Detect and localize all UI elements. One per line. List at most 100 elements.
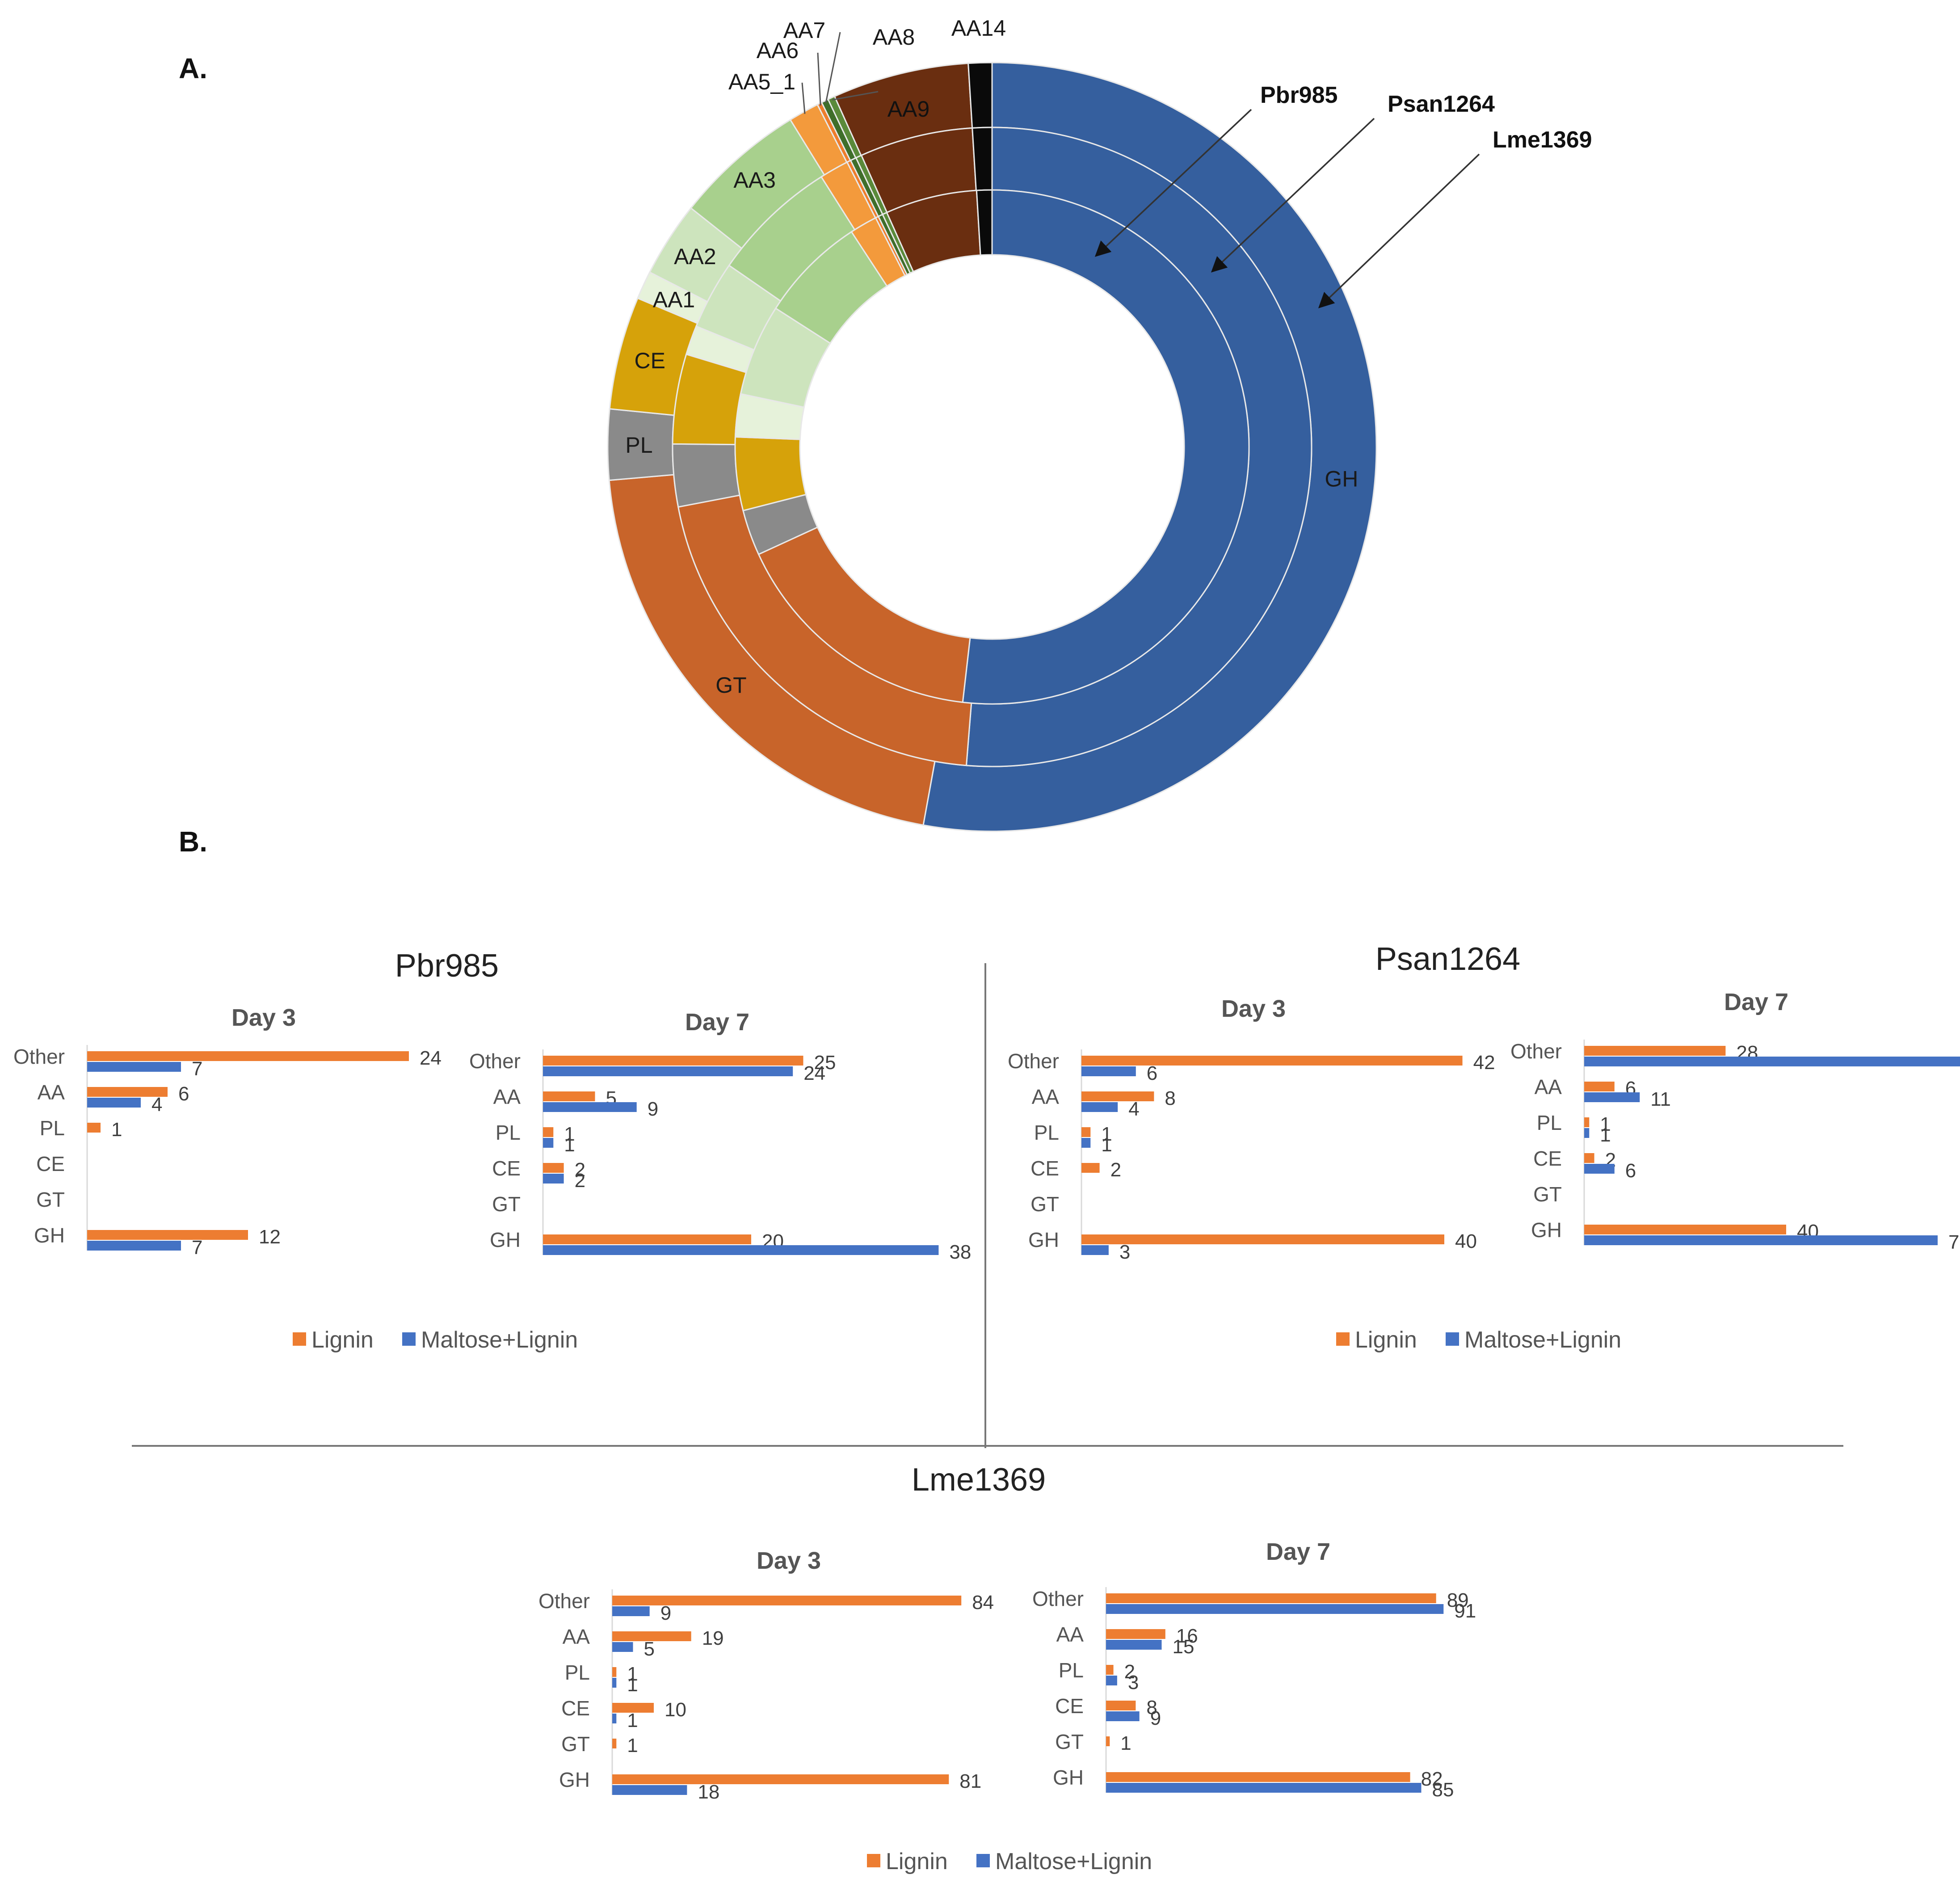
org-title-lme1369: Lme1369: [912, 1462, 1046, 1498]
value-label-lme1369-day-7-ce-lignin: 8: [1146, 1697, 1157, 1719]
bar-pbr985-day-7-aa-maltose-lignin: [543, 1102, 637, 1112]
category-label-lme1369-day-7-gt: GT: [1055, 1730, 1084, 1753]
value-label-pbr985-day-7-pl-maltose-lignin: 1: [564, 1134, 575, 1156]
category-label-pbr985-day-7-pl: PL: [496, 1121, 521, 1144]
chart-title-lme1369-day-7: Day 7: [1266, 1538, 1330, 1565]
category-label-pbr985-day-3-other: Other: [13, 1045, 65, 1068]
bar-lme1369-day-3-gh-lignin: [612, 1774, 949, 1784]
slice-label-aa1: AA1: [653, 287, 695, 312]
value-label-lme1369-day-7-pl-maltose-lignin: 3: [1128, 1672, 1139, 1693]
value-label-psan1264-day-7-aa-maltose-lignin: 11: [1650, 1088, 1671, 1110]
bar-chart-psan1264-day-7: Day 7Other2880AA611PL11CE26GTGH4070: [1510, 989, 1960, 1253]
bar-lme1369-day-3-ce-lignin: [612, 1703, 654, 1713]
value-label-lme1369-day-7-aa-lignin: 16: [1176, 1625, 1198, 1647]
chart-title-psan1264-day-3: Day 3: [1221, 995, 1286, 1022]
value-label-lme1369-day-3-ce-maltose-lignin: 1: [627, 1710, 638, 1731]
org-title-pbr985: Pbr985: [395, 948, 499, 984]
value-label-psan1264-day-3-gh-lignin: 40: [1455, 1230, 1477, 1252]
value-label-pbr985-day-7-pl-lignin: 1: [564, 1123, 575, 1145]
value-label-psan1264-day-3-aa-maltose-lignin: 4: [1128, 1098, 1139, 1120]
bar-lme1369-day-3-ce-maltose-lignin: [612, 1714, 617, 1723]
bar-lme1369-day-7-ce-maltose-lignin: [1106, 1711, 1140, 1721]
bar-pbr985-day-7-pl-maltose-lignin: [543, 1138, 554, 1148]
bar-lme1369-day-3-aa-maltose-lignin: [612, 1642, 633, 1652]
slice-lme1369-aa14: [967, 62, 993, 129]
category-label-psan1264-day-3-other: Other: [1008, 1049, 1059, 1073]
legend-lme1369: Lignin Maltose+Lignin: [867, 1849, 1152, 1874]
category-label-lme1369-day-3-gh: GH: [559, 1768, 590, 1791]
value-label-lme1369-day-3-gt-lignin: 1: [627, 1735, 638, 1756]
bar-pbr985-day-3-aa-maltose-lignin: [87, 1098, 141, 1108]
bar-lme1369-day-3-pl-maltose-lignin: [612, 1678, 617, 1688]
slice-pbr985-gh: [962, 189, 1250, 705]
chart-title-pbr985-day-7: Day 7: [685, 1009, 749, 1036]
bar-lme1369-day-7-aa-lignin: [1106, 1629, 1165, 1639]
bar-pbr985-day-7-aa-lignin: [543, 1091, 595, 1101]
callout-line-aa6: [817, 52, 821, 106]
bar-pbr985-day-7-ce-lignin: [543, 1163, 564, 1173]
value-label-lme1369-day-7-pl-lignin: 2: [1124, 1661, 1135, 1683]
value-label-pbr985-day-7-ce-lignin: 2: [575, 1159, 585, 1181]
category-label-psan1264-day-7-gh: GH: [1531, 1218, 1562, 1242]
value-label-pbr985-day-3-pl-lignin: 1: [111, 1119, 122, 1141]
bar-psan1264-day-3-gh-lignin: [1081, 1234, 1444, 1244]
slice-label-aa6: AA6: [757, 38, 799, 63]
value-label-psan1264-day-7-gh-maltose-lignin: 70: [1948, 1231, 1960, 1253]
value-label-psan1264-day-3-other-maltose-lignin: 6: [1147, 1062, 1157, 1084]
value-label-pbr985-day-3-other-lignin: 24: [420, 1047, 442, 1069]
category-label-lme1369-day-7-pl: PL: [1059, 1659, 1084, 1682]
ring-arrow-lme1369: [1318, 153, 1480, 308]
value-label-lme1369-day-7-ce-maltose-lignin: 9: [1150, 1707, 1161, 1729]
legend-swatch-lignin: [293, 1332, 306, 1346]
slice-label-gh: GH: [1325, 467, 1358, 492]
value-label-psan1264-day-7-ce-maltose-lignin: 6: [1625, 1160, 1636, 1182]
category-label-pbr985-day-3-ce: CE: [36, 1152, 65, 1175]
slice-label-ce: CE: [635, 348, 665, 373]
bar-psan1264-day-3-aa-maltose-lignin: [1081, 1102, 1118, 1112]
bar-chart-psan1264-day-3: Day 3 Other 42 6 AA 8 4 PL 11 CE 2 GT GH 40 3: [1008, 995, 1495, 1263]
category-label-psan1264-day-7-other: Other: [1510, 1040, 1562, 1063]
bar-psan1264-day-7-pl-lignin: [1584, 1117, 1590, 1127]
legend-label-lignin: Lignin: [886, 1849, 948, 1874]
bar-pbr985-day-3-aa-lignin: [87, 1087, 168, 1097]
bar-lme1369-day-7-ce-lignin: [1106, 1701, 1136, 1710]
bar-lme1369-day-7-aa-maltose-lignin: [1106, 1640, 1162, 1650]
bar-lme1369-day-3-gt-lignin: [612, 1739, 617, 1748]
ring-arrow-pbr985: [1094, 109, 1252, 257]
bar-lme1369-day-7-other-maltose-lignin: [1106, 1604, 1444, 1614]
slice-label-aa5-1: AA5_1: [728, 69, 795, 94]
bar-pbr985-day-3-pl-lignin: [87, 1123, 101, 1133]
value-label-psan1264-day-7-pl-maltose-lignin: 1: [1600, 1124, 1611, 1146]
legend-swatch-maltose-lignin: [976, 1854, 990, 1867]
ring-arrow-psan1264: [1211, 118, 1375, 273]
category-label-lme1369-day-3-other: Other: [538, 1589, 590, 1613]
ring-label-psan1264: Psan1264: [1388, 91, 1495, 117]
legend-swatch-maltose-lignin: [1446, 1332, 1459, 1346]
chart-title-pbr985-day-3: Day 3: [231, 1004, 296, 1031]
value-label-lme1369-day-3-gh-lignin: 81: [959, 1770, 981, 1792]
category-label-lme1369-day-7-other: Other: [1032, 1587, 1084, 1610]
category-label-psan1264-day-3-pl: PL: [1034, 1121, 1059, 1144]
slice-label-aa3: AA3: [733, 168, 776, 193]
value-label-pbr985-day-3-gh-lignin: 12: [259, 1226, 281, 1248]
bar-psan1264-day-7-gh-lignin: [1584, 1225, 1786, 1234]
bar-lme1369-day-7-other-lignin: [1106, 1593, 1436, 1603]
bar-lme1369-day-7-pl-maltose-lignin: [1106, 1676, 1117, 1685]
bar-lme1369-day-7-pl-lignin: [1106, 1665, 1114, 1675]
bar-psan1264-day-3-pl-maltose-lignin: [1081, 1138, 1091, 1148]
value-label-pbr985-day-7-other-lignin: 25: [814, 1052, 836, 1074]
bar-psan1264-day-3-ce-lignin: [1081, 1163, 1100, 1173]
category-label-lme1369-day-3-ce: CE: [561, 1697, 590, 1720]
value-label-lme1369-day-7-other-lignin: 89: [1447, 1589, 1469, 1611]
bar-psan1264-day-7-pl-maltose-lignin: [1584, 1128, 1590, 1138]
bar-pbr985-day-3-gh-lignin: [87, 1230, 248, 1240]
category-label-lme1369-day-3-aa: AA: [563, 1625, 590, 1648]
category-label-psan1264-day-7-pl: PL: [1537, 1111, 1562, 1134]
bar-psan1264-day-7-other-lignin: [1584, 1046, 1726, 1056]
slice-label-pl: PL: [625, 433, 652, 458]
